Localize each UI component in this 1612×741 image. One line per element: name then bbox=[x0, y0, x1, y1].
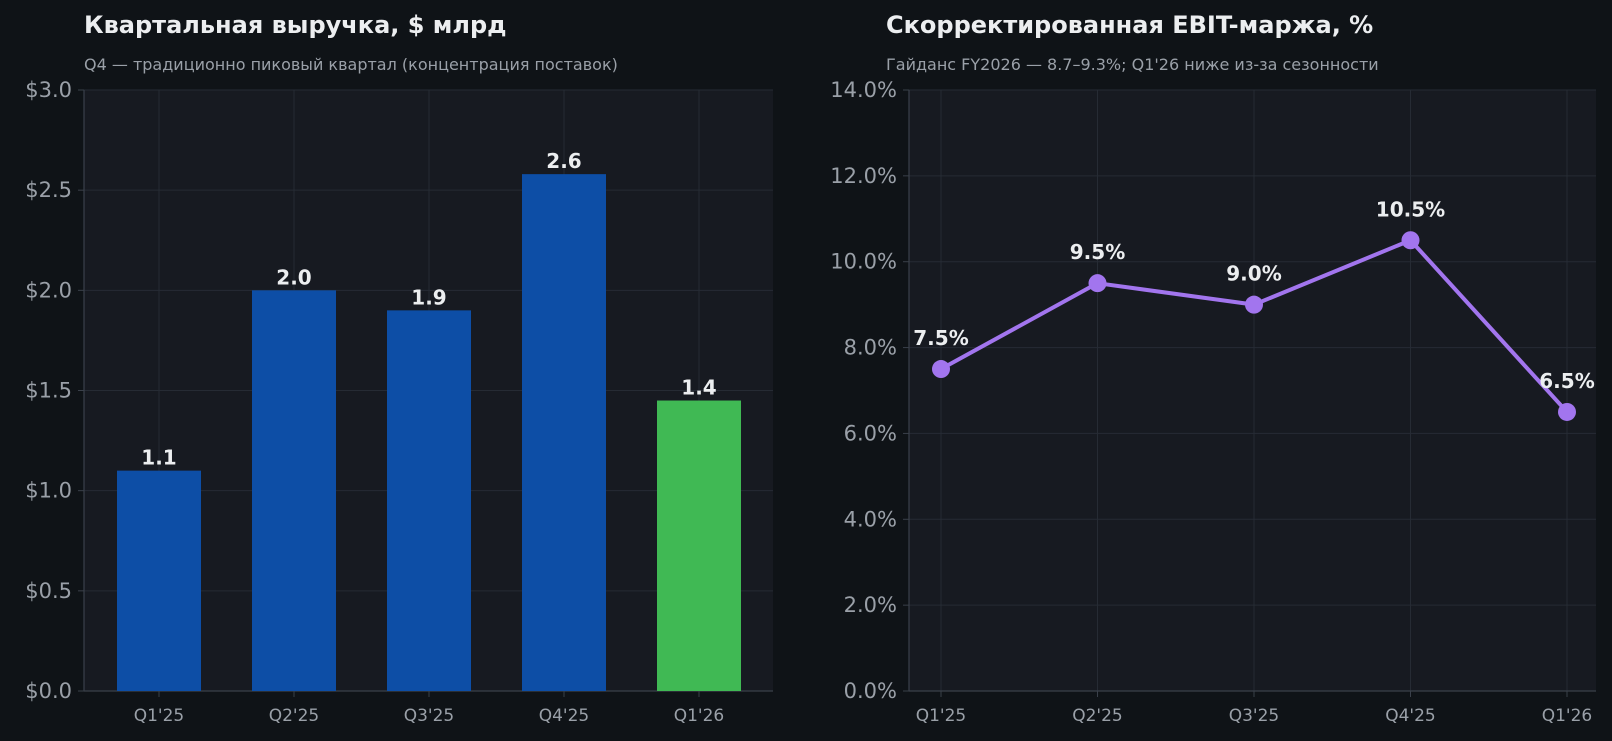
ebit-y-tick-label: 0.0% bbox=[844, 679, 897, 703]
revenue-bar bbox=[522, 174, 606, 691]
revenue-chart-title: Квартальная выручка, $ млрд bbox=[84, 11, 507, 39]
ebit-x-tick-label: Q3'25 bbox=[1229, 706, 1280, 726]
revenue-bar bbox=[117, 470, 201, 691]
ebit-chart-subtitle: Гайданс FY2026 — 8.7–9.3%; Q1'26 ниже из… bbox=[886, 55, 1379, 74]
ebit-y-tick-label: 14.0% bbox=[830, 78, 897, 102]
ebit-point-value-label: 10.5% bbox=[1376, 197, 1445, 221]
revenue-x-tick-label: Q2'25 bbox=[269, 706, 320, 726]
revenue-bar-value-label: 2.6 bbox=[546, 149, 581, 173]
ebit-y-tick-label: 4.0% bbox=[844, 507, 897, 531]
revenue-x-tick-label: Q3'25 bbox=[404, 706, 455, 726]
revenue-y-tick-label: $2.0 bbox=[25, 278, 72, 302]
ebit-point-value-label: 9.5% bbox=[1070, 240, 1125, 264]
ebit-y-tick-label: 8.0% bbox=[844, 336, 897, 360]
revenue-chart-subtitle: Q4 — традиционно пиковый квартал (концен… bbox=[84, 55, 618, 74]
revenue-y-tick-label: $0.5 bbox=[25, 579, 72, 603]
ebit-point-value-label: 9.0% bbox=[1226, 262, 1281, 286]
revenue-y-tick-label: $1.5 bbox=[25, 379, 72, 403]
ebit-x-tick-label: Q1'25 bbox=[916, 706, 967, 726]
revenue-chart-panel: Квартальная выручка, $ млрд Q4 — традици… bbox=[0, 0, 790, 741]
ebit-point-value-label: 6.5% bbox=[1539, 369, 1594, 393]
ebit-y-tick-label: 6.0% bbox=[844, 421, 897, 445]
revenue-bar bbox=[657, 400, 741, 691]
revenue-bar-value-label: 1.4 bbox=[681, 376, 716, 400]
ebit-plot-area bbox=[909, 90, 1596, 691]
revenue-y-tick-label: $0.0 bbox=[25, 679, 72, 703]
revenue-y-tick-label: $2.5 bbox=[25, 178, 72, 202]
revenue-y-tick-label: $3.0 bbox=[25, 78, 72, 102]
ebit-y-tick-label: 2.0% bbox=[844, 593, 897, 617]
ebit-x-tick-label: Q1'26 bbox=[1542, 706, 1593, 726]
revenue-x-tick-label: Q4'25 bbox=[539, 706, 590, 726]
revenue-bar-value-label: 1.9 bbox=[411, 285, 446, 309]
revenue-x-tick-label: Q1'26 bbox=[674, 706, 725, 726]
revenue-bar bbox=[252, 290, 336, 691]
ebit-margin-point bbox=[1088, 274, 1107, 293]
ebit-margin-point bbox=[1558, 402, 1576, 421]
ebit-margin-point bbox=[932, 360, 950, 379]
revenue-bar bbox=[387, 310, 471, 691]
revenue-x-tick-label: Q1'25 bbox=[134, 706, 185, 726]
ebit-margin-point bbox=[1245, 295, 1263, 314]
revenue-bar-value-label: 2.0 bbox=[276, 265, 311, 289]
ebit-y-tick-label: 10.0% bbox=[830, 250, 897, 274]
ebit-point-value-label: 7.5% bbox=[913, 326, 968, 350]
revenue-bar-value-label: 1.1 bbox=[141, 446, 176, 470]
revenue-bar-chart: $0.0 $0.5 $1.0 $1.5 $2.0 $2.5 $3.0 Q1'25 Q2'25 Q3… bbox=[25, 78, 773, 726]
revenue-y-tick-label: $1.0 bbox=[25, 479, 72, 503]
ebit-x-tick-label: Q2'25 bbox=[1072, 706, 1123, 726]
ebit-x-tick-label: Q4'25 bbox=[1385, 706, 1436, 726]
ebit-margin-point bbox=[1401, 231, 1420, 250]
ebit-chart-title: Скорректированная EBIT-маржа, % bbox=[886, 11, 1374, 39]
ebit-y-tick-label: 12.0% bbox=[830, 164, 897, 188]
